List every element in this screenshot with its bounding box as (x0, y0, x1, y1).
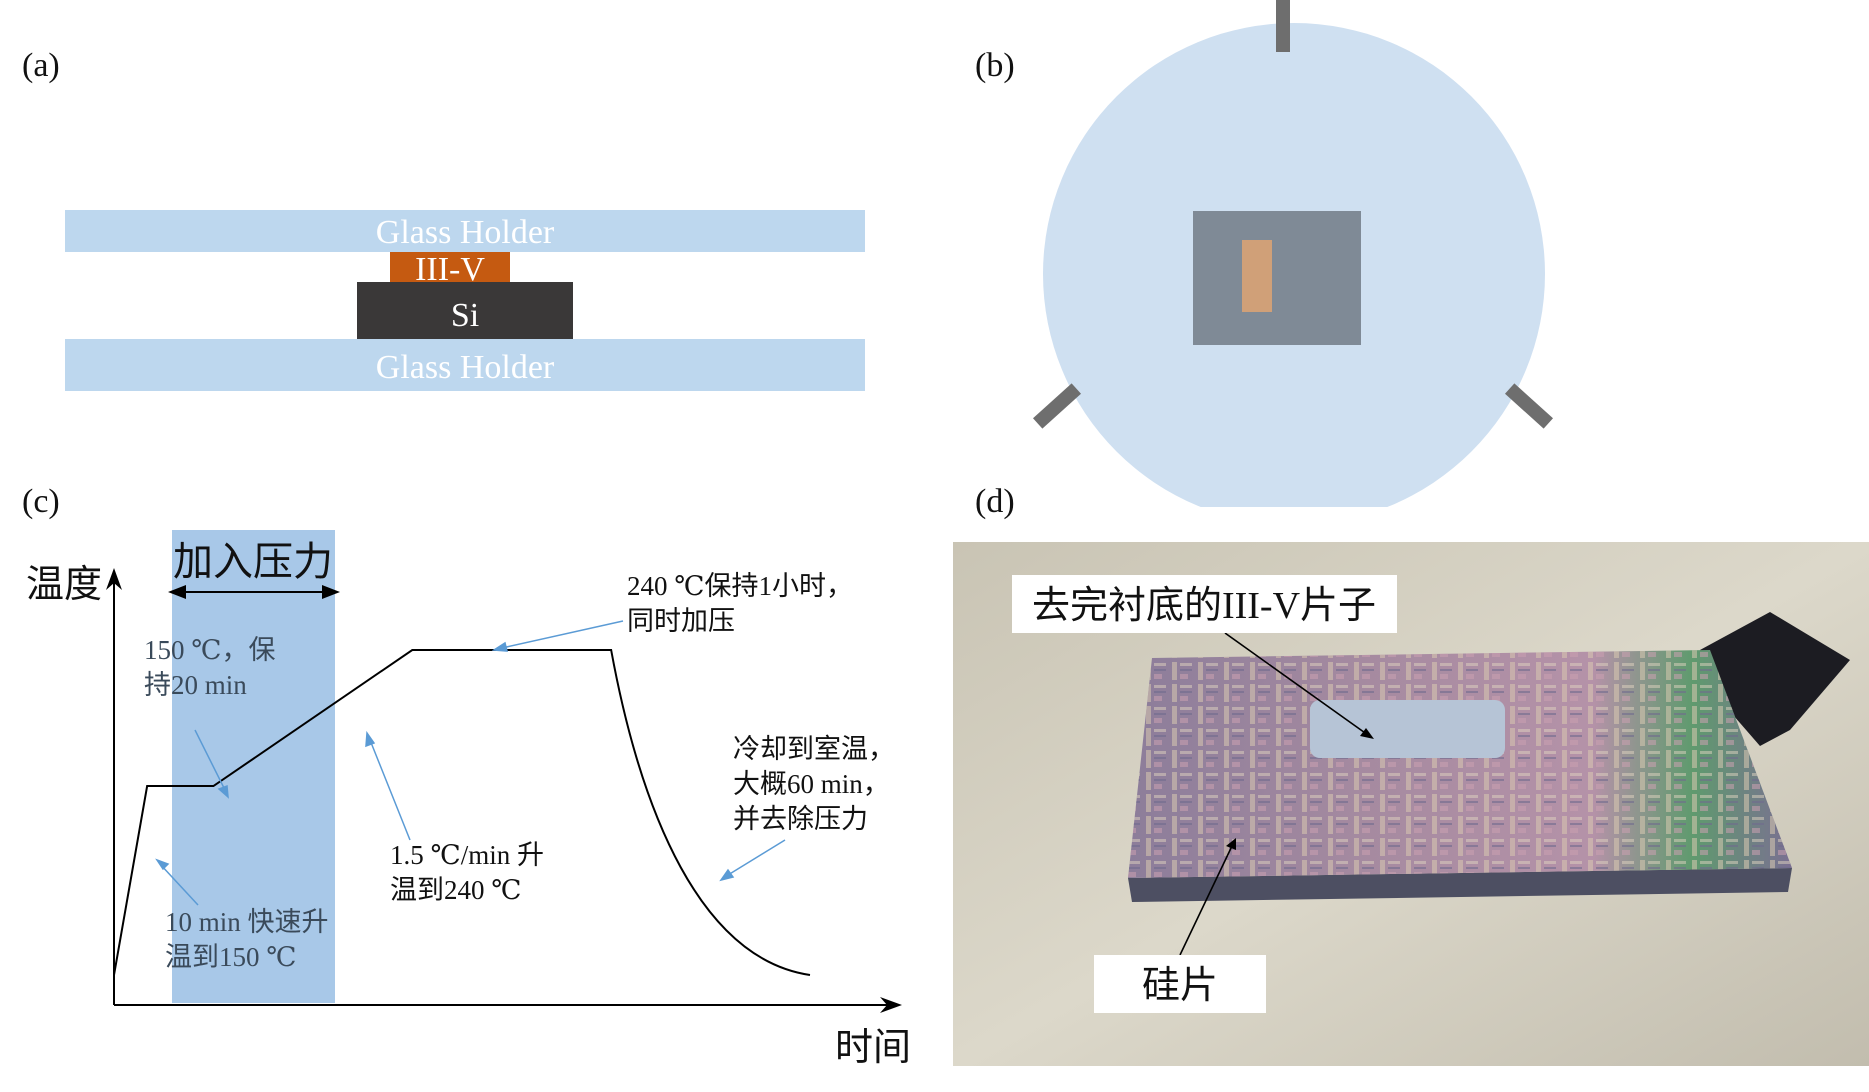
label-iii-v: 去完衬底的III-V片子 (1032, 585, 1376, 627)
pressure-arrow-right (322, 585, 340, 599)
arrow-ramp1 (159, 863, 199, 906)
pointer-si (1179, 845, 1233, 956)
annotation-ramp1-line2: 温到150 ℃ (165, 942, 296, 972)
panel-d-letter: (d) (975, 483, 1015, 520)
annotation-hold240-line1: 240 ℃保持1小时， (627, 571, 853, 601)
x-axis-label: 时间 (835, 1027, 911, 1069)
label-box-si (1094, 955, 1266, 1013)
arrow-hold240-head (491, 641, 508, 652)
arrow-hold240 (501, 620, 624, 649)
panel-b: (b) (975, 0, 1554, 507)
y-axis-arrow (106, 568, 122, 590)
iii-v-layer (390, 252, 510, 282)
panel-a: (a) Glass Holder III-V Si Glass Holder (22, 47, 865, 391)
annotation-ramp2-line2: 温到240 ℃ (390, 875, 521, 905)
panel-d: (d) (953, 483, 1869, 1066)
annotation-arrows (155, 620, 786, 906)
top-glass-holder-label: Glass Holder (376, 214, 555, 251)
panel-b-letter: (b) (975, 47, 1015, 84)
annotation-ramp1: 10 min 快速升 温到150 ℃ (165, 907, 335, 972)
annotation-cool-line3: 并去除压力 (733, 804, 868, 834)
label-box-iii-v (1012, 575, 1397, 633)
y-axis-label: 温度 (26, 564, 102, 606)
panel-c: (c) 温度 时间 加入压力 10 min (22, 483, 911, 1069)
annotation-hold150: 150 ℃，保 持20 min (144, 635, 282, 700)
iii-v-piece (1310, 700, 1505, 758)
pointer-si-head (1226, 838, 1236, 850)
annotation-hold150-line2: 持20 min (144, 670, 247, 700)
bottom-glass-holder-label: Glass Holder (376, 349, 555, 386)
pressure-label: 加入压力 (173, 539, 333, 584)
temperature-profile-line (113, 649, 811, 976)
si-substrate (357, 282, 573, 339)
arrow-ramp1-head (155, 858, 170, 871)
si-label: Si (451, 297, 479, 334)
pressure-region (172, 530, 335, 1003)
annotation-cool-line1: 冷却到室温， (733, 734, 895, 764)
annotation-cool: 冷却到室温， 大概60 min， 并去除压力 (733, 734, 902, 834)
pointer-iii-v (1224, 632, 1369, 736)
pointer-iii-v-head (1360, 728, 1374, 739)
annotation-hold150-line1: 150 ℃，保 (144, 635, 275, 665)
arrow-ramp2 (369, 739, 411, 841)
arrow-hold150-head (217, 784, 229, 799)
arrow-ramp2-head (365, 730, 376, 748)
black-tape (1700, 612, 1850, 746)
panel-a-letter: (a) (22, 47, 60, 84)
annotation-ramp2: 1.5 ℃/min 升 温到240 ℃ (390, 840, 551, 905)
annotation-ramp2-line1: 1.5 ℃/min 升 (390, 840, 544, 870)
top-pin (1276, 0, 1290, 52)
label-si: 硅片 (1142, 965, 1218, 1007)
pressure-arrow-left (168, 585, 186, 599)
top-glass-holder (65, 210, 865, 252)
annotation-ramp1-line1: 10 min 快速升 (165, 907, 329, 937)
iii-v-label: III-V (415, 251, 485, 288)
arrow-hold150 (194, 729, 226, 791)
sample-si (1193, 211, 1361, 345)
sample-iii-v (1242, 240, 1272, 312)
x-axis-arrow (880, 997, 902, 1013)
chip-circuitry (1128, 650, 1792, 878)
annotation-hold240: 240 ℃保持1小时， 同时加压 (627, 571, 860, 636)
left-pin (1032, 383, 1082, 429)
annotation-cool-line2: 大概60 min， (733, 769, 890, 799)
chip-side (1128, 868, 1792, 902)
annotation-hold240-line2: 同时加压 (627, 606, 735, 636)
arrow-cool-head (719, 868, 735, 882)
right-pin (1504, 383, 1554, 429)
panel-c-letter: (c) (22, 483, 60, 520)
arrow-cool (727, 839, 786, 876)
bottom-glass-holder (65, 339, 865, 391)
